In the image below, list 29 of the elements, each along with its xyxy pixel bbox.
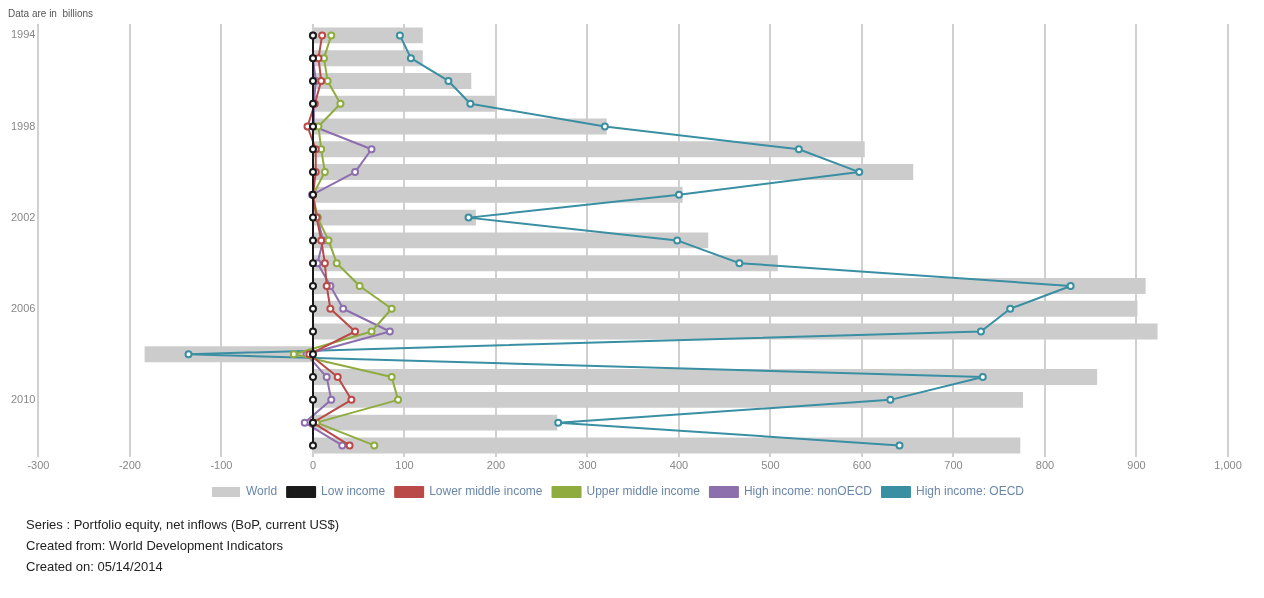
y-tick-label: 1998 — [10, 119, 36, 132]
x-tick-label: 400 — [669, 459, 689, 472]
y-tick-label: 2010 — [10, 392, 36, 405]
x-tick-label: 900 — [1127, 459, 1146, 472]
legend-label: Upper middle income — [586, 484, 701, 499]
y-tick-label: 1994 — [10, 28, 36, 41]
x-tick-label: 300 — [578, 459, 597, 472]
chart-subtitle: Data are in billions — [8, 7, 94, 19]
x-tick-label: 100 — [395, 459, 414, 472]
x-tick-label: 0 — [309, 459, 317, 472]
x-tick-label: 1,000 — [1214, 459, 1242, 472]
y-tick-label: 2002 — [10, 210, 36, 223]
legend-label: High income: OECD — [915, 484, 1025, 499]
x-tick-label: -100 — [210, 459, 233, 472]
legend-label: Lower middle income — [429, 484, 543, 499]
text: Created from: World Development Indicators — [26, 537, 284, 555]
legend-label: High income: nonOECD — [743, 484, 873, 499]
x-tick-label: 600 — [852, 459, 872, 472]
x-tick-label: 800 — [1035, 459, 1055, 472]
text: Created on: 05/14/2014 — [26, 558, 164, 576]
x-tick-label: 500 — [761, 459, 780, 472]
text: Series : Portfolio equity, net inflows (BoP, current US$) — [26, 516, 341, 534]
x-tick-label: 200 — [486, 459, 506, 472]
legend-label: Low income — [321, 484, 386, 499]
legend-label: World — [245, 484, 278, 499]
y-tick-label: 2006 — [10, 301, 36, 314]
x-tick-label: -300 — [27, 459, 50, 472]
x-tick-label: -200 — [118, 459, 141, 472]
x-tick-label: 700 — [944, 459, 963, 472]
